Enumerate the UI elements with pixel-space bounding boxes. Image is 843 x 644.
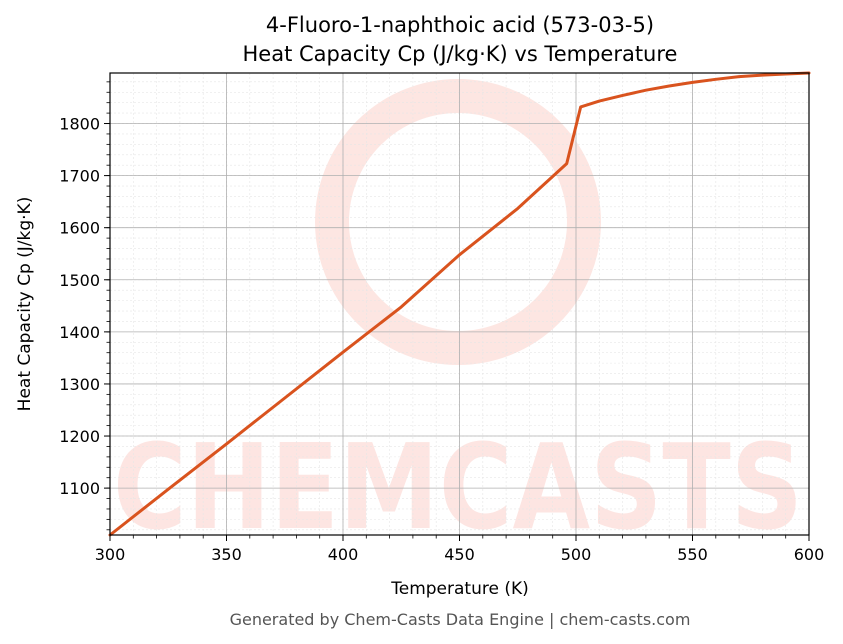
x-axis-label: Temperature (K)	[390, 579, 529, 599]
watermark: CHEMCASTS	[113, 79, 803, 556]
y-tick-label: 1500	[59, 271, 100, 290]
x-tick-label: 400	[328, 545, 359, 564]
y-tick-label: 1700	[59, 167, 100, 186]
y-tick-label: 1400	[59, 323, 100, 342]
x-tick-label: 600	[794, 545, 825, 564]
x-tick-label: 300	[95, 545, 126, 564]
x-tick-label: 450	[444, 545, 475, 564]
watermark-ring	[315, 79, 601, 365]
y-tick-label: 1100	[59, 479, 100, 498]
y-axis: 1100 1200 1300 1400 1500 1600 1700 1800	[59, 81, 110, 531]
y-axis-label: Heat Capacity Cp (J/kg·K)	[15, 197, 35, 412]
chart-title: 4-Fluoro-1-naphthoic acid (573-03-5)	[266, 13, 654, 37]
x-tick-label: 350	[211, 545, 242, 564]
y-tick-label: 1200	[59, 427, 100, 446]
series-line	[108, 71, 811, 537]
x-tick-label: 500	[561, 545, 592, 564]
footer-credit: Generated by Chem-Casts Data Engine | ch…	[230, 610, 691, 629]
series-layer	[108, 71, 811, 537]
x-axis: 300 350 400 450 500 550 600	[95, 535, 825, 564]
y-tick-label: 1800	[59, 115, 100, 134]
chart-subtitle: Heat Capacity Cp (J/kg·K) vs Temperature	[243, 42, 678, 66]
x-tick-label: 550	[677, 545, 708, 564]
y-tick-label: 1300	[59, 375, 100, 394]
y-tick-label: 1600	[59, 219, 100, 238]
